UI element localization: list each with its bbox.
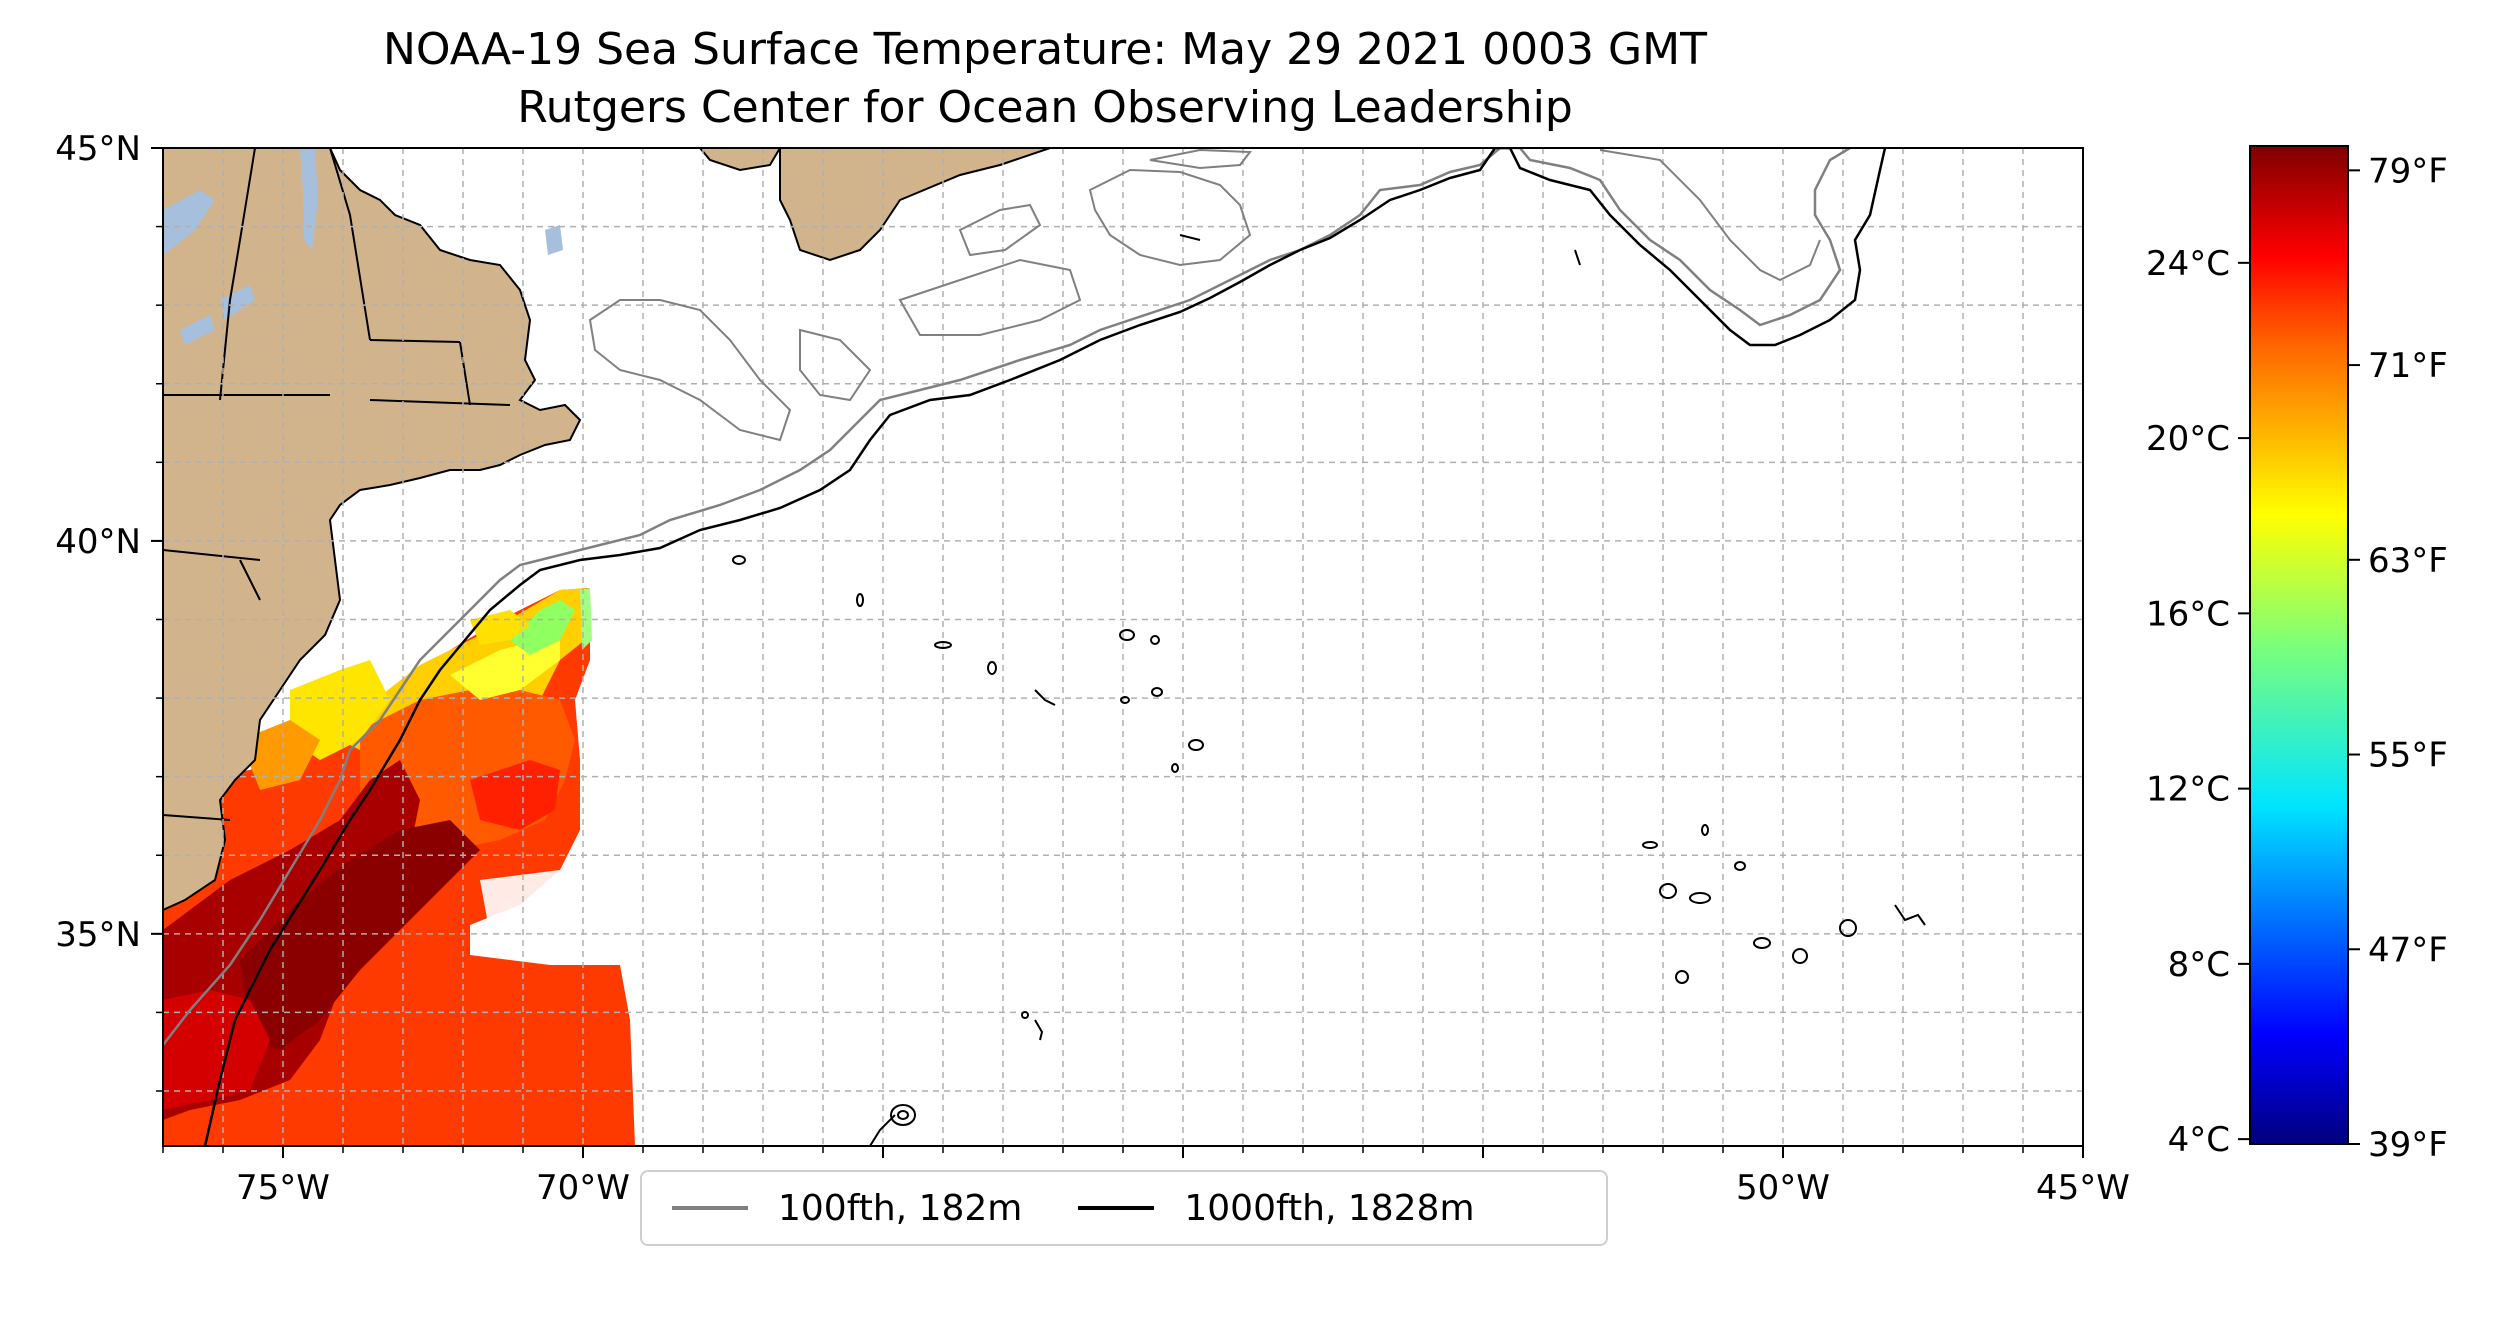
- land: [163, 148, 1051, 912]
- contour-100-fathom: [163, 148, 1851, 1046]
- colorbar-fahrenheit-label: 79°F: [2368, 151, 2448, 191]
- colorbar: 4°C 8°C 12°C 16°C 20°C 24°C 39°F 47°F 55°F 63°F 71…: [2146, 145, 2448, 1165]
- colorbar-gradient: [2250, 146, 2348, 1144]
- legend-item-100fth: 100fth, 182m: [672, 1188, 1022, 1229]
- colorbar-celsius-label: 20°C: [2146, 419, 2230, 459]
- chart-title: NOAA-19 Sea Surface Temperature: May 29 …: [383, 24, 1707, 75]
- legend-item-1000fth: 1000fth, 1828m: [1078, 1187, 1475, 1229]
- y-tick-label: 40°N: [55, 522, 141, 562]
- colorbar-celsius-label: 16°C: [2146, 594, 2230, 634]
- legend-label: 1000fth, 1828m: [1184, 1187, 1475, 1229]
- colorbar-fahrenheit-label: 71°F: [2368, 346, 2448, 386]
- colorbar-fahrenheit-label: 39°F: [2368, 1125, 2448, 1165]
- colorbar-frame: [2249, 145, 2349, 1145]
- map-area: [163, 148, 2083, 1146]
- legend-line-black: [1078, 1206, 1155, 1210]
- x-tick-label: 70°W: [536, 1168, 630, 1208]
- seamount-outlines: [732, 234, 1926, 1146]
- y-tick-label: 35°N: [55, 915, 141, 955]
- colorbar-fahrenheit-label: 55°F: [2368, 736, 2448, 776]
- x-tick-label: 75°W: [236, 1168, 330, 1208]
- colorbar-celsius-label: 24°C: [2146, 244, 2230, 284]
- legend: 100fth, 182m 1000fth, 1828m: [640, 1170, 1608, 1246]
- inland-water: [163, 150, 563, 345]
- colorbar-celsius-label: 8°C: [2168, 945, 2230, 985]
- contour-1000-fathom: [203, 148, 1887, 1146]
- colorbar-celsius-label: 12°C: [2146, 770, 2230, 810]
- colorbar-fahrenheit-label: 47°F: [2368, 930, 2448, 970]
- chart-subtitle: Rutgers Center for Ocean Observing Leade…: [517, 82, 1573, 133]
- y-tick-label: 45°N: [55, 129, 141, 169]
- sea-surface-temperature-field: [163, 588, 635, 1146]
- colorbar-ticks: 4°C 8°C 12°C 16°C 20°C 24°C 39°F 47°F 55°F 63°F 71…: [2146, 151, 2448, 1165]
- x-tick-label: 45°W: [2036, 1168, 2130, 1208]
- legend-label: 100fth, 182m: [778, 1187, 1023, 1229]
- colorbar-fahrenheit-label: 63°F: [2368, 541, 2448, 581]
- x-tick-label: 50°W: [1736, 1168, 1830, 1208]
- colorbar-celsius-label: 4°C: [2168, 1120, 2230, 1160]
- state-borders: [163, 148, 511, 821]
- legend-line-grey: [672, 1206, 748, 1210]
- bank-contours: [588, 148, 1821, 442]
